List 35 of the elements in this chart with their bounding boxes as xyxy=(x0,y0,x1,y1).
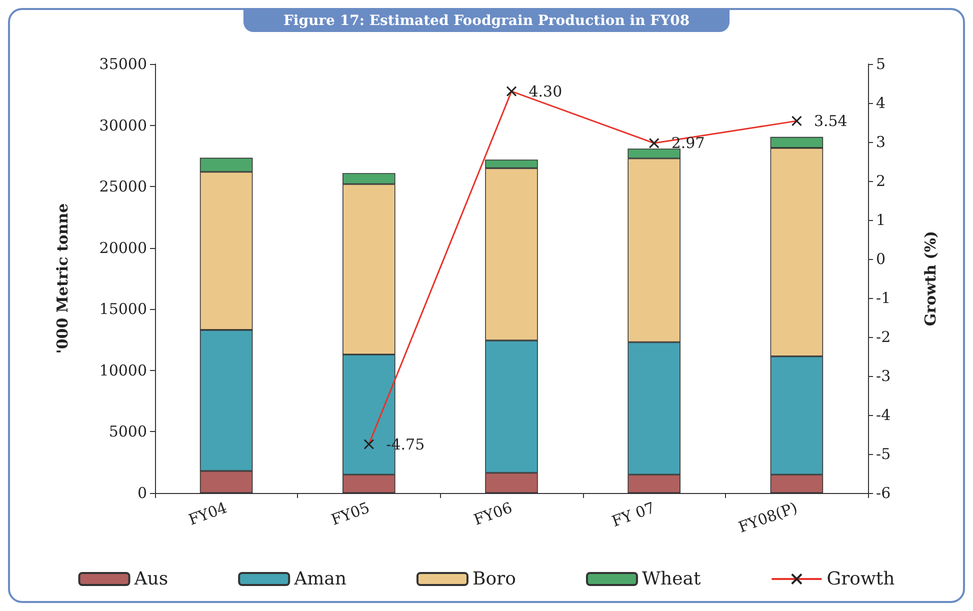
y2-tick-label: 3 xyxy=(876,133,886,151)
y2-tick-label: -5 xyxy=(876,445,891,463)
data-label: 3.54 xyxy=(814,112,848,130)
y-axis-title: '000 Metric tonne xyxy=(54,203,72,354)
y2-tick-label: 2 xyxy=(876,172,886,190)
y2-tick-label: 4 xyxy=(876,94,886,112)
legend-label: Growth xyxy=(826,568,896,590)
y2-tick-label: -6 xyxy=(876,484,891,502)
y2-tick-label: 0 xyxy=(876,250,886,268)
y-tick-label: 15000 xyxy=(99,300,147,318)
y-tick-label: 30000 xyxy=(99,116,147,134)
y2-tick-label: 1 xyxy=(876,211,886,229)
y2-tick-label: -4 xyxy=(876,406,891,424)
y-tick-label: 5000 xyxy=(108,422,147,441)
y2-axis-title: Growth (%) xyxy=(922,230,940,326)
x-tick-label: FY04 xyxy=(186,498,230,529)
legend-label: Wheat xyxy=(642,568,702,590)
legend-label: Aman xyxy=(293,568,347,590)
y2-tick-label: -2 xyxy=(876,328,891,346)
y-tick-label: 35000 xyxy=(99,55,147,73)
y2-tick-label: -1 xyxy=(876,289,891,307)
y2-tick-label: 5 xyxy=(876,55,886,73)
x-tick-label: FY 07 xyxy=(610,498,658,531)
y-tick-label: 20000 xyxy=(99,238,147,257)
data-label: 4.30 xyxy=(528,82,562,100)
x-tick-label: FY05 xyxy=(328,498,372,529)
y2-tick-label: -3 xyxy=(876,367,891,385)
legend-label: Aus xyxy=(133,568,168,590)
y-tick-label: 0 xyxy=(137,484,147,502)
y-tick-label: 25000 xyxy=(99,178,147,196)
data-label: 2.97 xyxy=(671,134,705,152)
chart-title: Figure 17: Estimated Foodgrain Production in FY08 xyxy=(283,13,690,29)
y-tick-label: 10000 xyxy=(99,361,147,380)
x-tick-label: FY06 xyxy=(471,498,515,529)
legend-label: Boro xyxy=(472,568,516,590)
